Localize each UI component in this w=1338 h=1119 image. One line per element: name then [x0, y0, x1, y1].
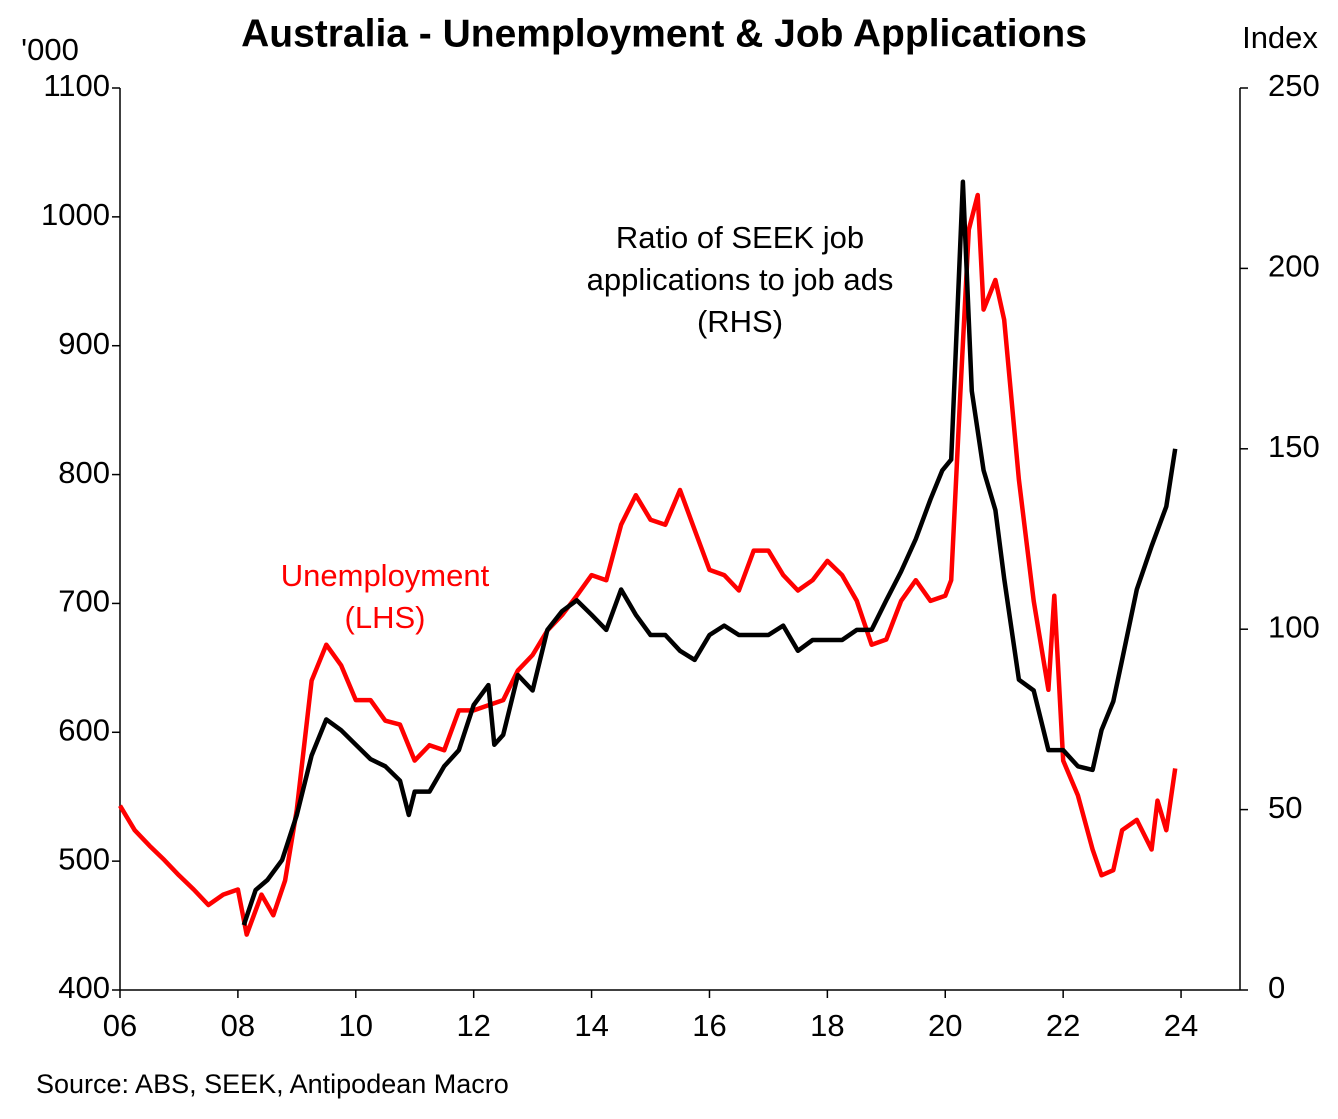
x-tick-label: 24: [1164, 1008, 1198, 1043]
y2-tick-label: 0: [1268, 970, 1285, 1005]
x-tick-label: 10: [339, 1008, 373, 1043]
y-tick-label: 400: [58, 970, 110, 1005]
x-tick-label: 22: [1046, 1008, 1080, 1043]
x-tick-label: 16: [692, 1008, 726, 1043]
y2-tick-label: 150: [1268, 429, 1320, 464]
series-line: [118, 192, 1178, 937]
x-tick-label: 12: [456, 1008, 490, 1043]
x-tick-label: 06: [103, 1008, 137, 1043]
y-tick-label: 500: [58, 841, 110, 876]
y-tick-label: 600: [58, 712, 110, 747]
y-tick-label: 800: [58, 455, 110, 490]
chart-title: Australia - Unemployment & Job Applicati…: [241, 12, 1087, 55]
y-axis-label: '000: [21, 32, 79, 67]
y-tick-label: 700: [58, 584, 110, 619]
source: Source: ABS, SEEK, Antipodean Macro: [36, 1069, 509, 1099]
x-tick-label: 20: [928, 1008, 962, 1043]
annotation: (RHS): [697, 304, 783, 339]
y-tick-label: 1000: [41, 197, 110, 232]
annotation: Unemployment: [281, 558, 490, 593]
annotation: (LHS): [345, 600, 426, 635]
y2-tick-label: 250: [1268, 68, 1320, 103]
series-line: [241, 179, 1178, 926]
y2-tick-label: 200: [1268, 249, 1320, 284]
x-tick-label: 14: [574, 1008, 608, 1043]
x-tick-label: 18: [810, 1008, 844, 1043]
y2-axis-label: Index: [1242, 20, 1318, 55]
y-tick-label: 1100: [43, 68, 110, 103]
y2-tick-label: 100: [1268, 609, 1320, 644]
x-tick-label: 08: [221, 1008, 255, 1043]
y-tick-label: 900: [58, 326, 110, 361]
y2-tick-label: 50: [1268, 790, 1302, 825]
annotation: applications to job ads: [587, 262, 894, 297]
annotation: Ratio of SEEK job: [616, 220, 864, 255]
